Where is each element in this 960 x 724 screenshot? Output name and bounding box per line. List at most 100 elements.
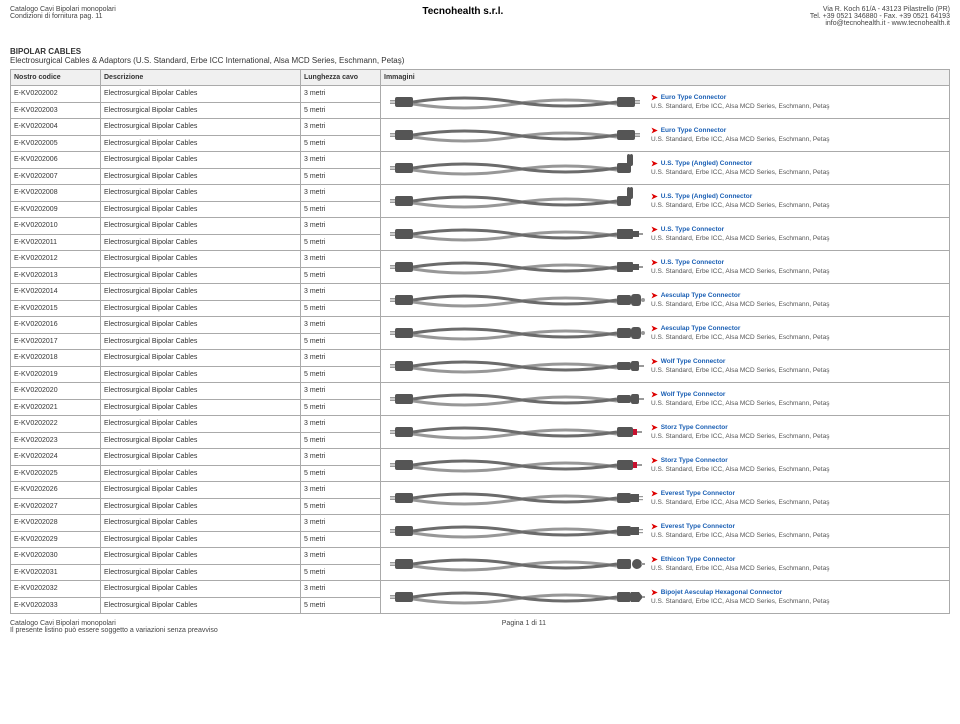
product-code: E-KV0202002 [11,86,101,103]
arrow-icon: ➤ [651,423,658,433]
connector-title: Wolf Type Connector [661,358,726,366]
page-header: Catalogo Cavi Bipolari monopolari Condiz… [10,6,950,27]
product-desc: Electrosurgical Bipolar Cables [101,218,301,235]
arrow-icon: ➤ [651,588,658,598]
product-code: E-KV0202026 [11,482,101,499]
product-desc: Electrosurgical Bipolar Cables [101,135,301,152]
product-code: E-KV0202009 [11,201,101,218]
product-code: E-KV0202006 [11,152,101,169]
connector-label: ➤U.S. Type (Angled) Connector U.S. Stand… [651,192,829,209]
product-length: 3 metri [301,383,381,400]
cable-diagram [385,121,645,149]
product-image-cell: ➤Storz Type Connector U.S. Standard, Erb… [381,416,950,449]
product-desc: Electrosurgical Bipolar Cables [101,300,301,317]
products-table: Nostro codice Descrizione Lunghezza cavo… [10,69,950,614]
cable-diagram [385,484,645,512]
product-desc: Electrosurgical Bipolar Cables [101,234,301,251]
product-image-cell: ➤Aesculap Type Connector U.S. Standard, … [381,317,950,350]
product-code: E-KV0202010 [11,218,101,235]
product-code: E-KV0202008 [11,185,101,202]
cable-diagram [385,220,645,248]
table-row: E-KV0202020 Electrosurgical Bipolar Cabl… [11,383,950,400]
col-desc: Descrizione [101,70,301,86]
product-desc: Electrosurgical Bipolar Cables [101,168,301,185]
product-length: 5 metri [301,135,381,152]
cable-diagram [385,187,645,215]
product-desc: Electrosurgical Bipolar Cables [101,333,301,350]
product-desc: Electrosurgical Bipolar Cables [101,86,301,103]
product-length: 5 metri [301,102,381,119]
cable-diagram [385,550,645,578]
section-title: BIPOLAR CABLES [10,47,950,56]
product-length: 5 metri [301,432,381,449]
connector-label: ➤Wolf Type Connector U.S. Standard, Erbe… [651,357,829,374]
arrow-icon: ➤ [651,126,658,136]
product-image-cell: ➤Euro Type Connector U.S. Standard, Erbe… [381,86,950,119]
cable-diagram [385,583,645,611]
table-row: E-KV0202014 Electrosurgical Bipolar Cabl… [11,284,950,301]
phone-fax: Tel. +39 0521 346880 - Fax. +39 0521 641… [810,13,950,20]
product-image-cell: ➤Storz Type Connector U.S. Standard, Erb… [381,449,950,482]
product-length: 3 metri [301,416,381,433]
product-desc: Electrosurgical Bipolar Cables [101,482,301,499]
product-length: 5 metri [301,597,381,614]
product-code: E-KV0202027 [11,498,101,515]
cable-diagram [385,88,645,116]
connector-title: Storz Type Connector [661,457,728,465]
product-code: E-KV0202032 [11,581,101,598]
product-length: 5 metri [301,366,381,383]
table-row: E-KV0202026 Electrosurgical Bipolar Cabl… [11,482,950,499]
table-row: E-KV0202022 Electrosurgical Bipolar Cabl… [11,416,950,433]
arrow-icon: ➤ [651,456,658,466]
table-row: E-KV0202018 Electrosurgical Bipolar Cabl… [11,350,950,367]
connector-subtitle: U.S. Standard, Erbe ICC, Alsa MCD Series… [651,202,829,210]
connector-subtitle: U.S. Standard, Erbe ICC, Alsa MCD Series… [651,532,829,540]
arrow-icon: ➤ [651,258,658,268]
product-length: 5 metri [301,300,381,317]
product-length: 5 metri [301,564,381,581]
product-desc: Electrosurgical Bipolar Cables [101,201,301,218]
connector-label: ➤Storz Type Connector U.S. Standard, Erb… [651,456,829,473]
product-length: 3 metri [301,119,381,136]
connector-title: Wolf Type Connector [661,391,726,399]
product-code: E-KV0202030 [11,548,101,565]
connector-title: Everest Type Connector [661,523,735,531]
arrow-icon: ➤ [651,291,658,301]
footer-left: Catalogo Cavi Bipolari monopolari Il pre… [10,620,218,634]
product-code: E-KV0202014 [11,284,101,301]
product-code: E-KV0202023 [11,432,101,449]
product-image-cell: ➤Bipojet Aesculap Hexagonal Connector U.… [381,581,950,614]
product-desc: Electrosurgical Bipolar Cables [101,531,301,548]
product-code: E-KV0202018 [11,350,101,367]
arrow-icon: ➤ [651,555,658,565]
product-image-cell: ➤Everest Type Connector U.S. Standard, E… [381,482,950,515]
table-row: E-KV0202012 Electrosurgical Bipolar Cabl… [11,251,950,268]
product-code: E-KV0202024 [11,449,101,466]
table-row: E-KV0202030 Electrosurgical Bipolar Cabl… [11,548,950,565]
connector-label: ➤Storz Type Connector U.S. Standard, Erb… [651,423,829,440]
connector-title: Euro Type Connector [661,94,727,102]
cable-diagram [385,253,645,281]
product-length: 5 metri [301,498,381,515]
connector-subtitle: U.S. Standard, Erbe ICC, Alsa MCD Series… [651,103,829,111]
product-length: 3 metri [301,185,381,202]
col-len: Lunghezza cavo [301,70,381,86]
product-desc: Electrosurgical Bipolar Cables [101,119,301,136]
product-code: E-KV0202004 [11,119,101,136]
arrow-icon: ➤ [651,192,658,202]
product-length: 3 metri [301,350,381,367]
connector-title: Aesculap Type Connector [661,292,741,300]
footer-catalog: Catalogo Cavi Bipolari monopolari [10,620,218,627]
table-row: E-KV0202008 Electrosurgical Bipolar Cabl… [11,185,950,202]
connector-subtitle: U.S. Standard, Erbe ICC, Alsa MCD Series… [651,565,829,573]
product-code: E-KV0202003 [11,102,101,119]
section-subtitle: Electrosurgical Cables & Adaptors (U.S. … [10,56,950,65]
table-header-row: Nostro codice Descrizione Lunghezza cavo… [11,70,950,86]
connector-subtitle: U.S. Standard, Erbe ICC, Alsa MCD Series… [651,433,829,441]
product-length: 5 metri [301,234,381,251]
connector-title: Ethicon Type Connector [661,556,736,564]
connector-title: Euro Type Connector [661,127,727,135]
arrow-icon: ➤ [651,489,658,499]
connector-label: ➤Euro Type Connector U.S. Standard, Erbe… [651,93,829,110]
product-code: E-KV0202005 [11,135,101,152]
